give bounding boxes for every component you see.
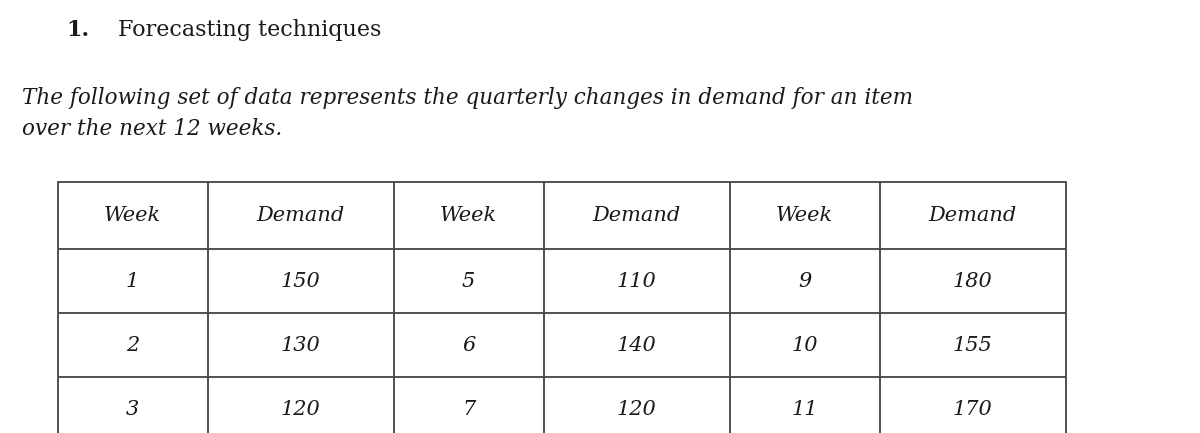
Text: Demand: Demand	[593, 206, 680, 225]
Text: 3: 3	[126, 400, 139, 419]
Text: 9: 9	[798, 271, 811, 291]
Text: 110: 110	[617, 271, 656, 291]
Text: 140: 140	[617, 336, 656, 355]
Text: 155: 155	[953, 336, 992, 355]
Text: 180: 180	[953, 271, 992, 291]
Text: Week: Week	[104, 206, 161, 225]
Text: 150: 150	[281, 271, 320, 291]
Text: 7: 7	[462, 400, 475, 419]
Text: 10: 10	[791, 336, 818, 355]
Text: 1.: 1.	[66, 19, 89, 42]
Text: 5: 5	[462, 271, 475, 291]
Text: Week: Week	[776, 206, 833, 225]
Text: 6: 6	[462, 336, 475, 355]
Text: 120: 120	[281, 400, 320, 419]
Text: Forecasting techniques: Forecasting techniques	[118, 19, 380, 42]
Text: 11: 11	[791, 400, 818, 419]
Text: The following set of data represents the quarterly changes in demand for an item: The following set of data represents the…	[22, 87, 913, 140]
Text: Week: Week	[440, 206, 497, 225]
Text: 1: 1	[126, 271, 139, 291]
Text: 130: 130	[281, 336, 320, 355]
Text: 170: 170	[953, 400, 992, 419]
Text: 2: 2	[126, 336, 139, 355]
Text: Demand: Demand	[929, 206, 1016, 225]
Text: 120: 120	[617, 400, 656, 419]
Text: Demand: Demand	[257, 206, 344, 225]
